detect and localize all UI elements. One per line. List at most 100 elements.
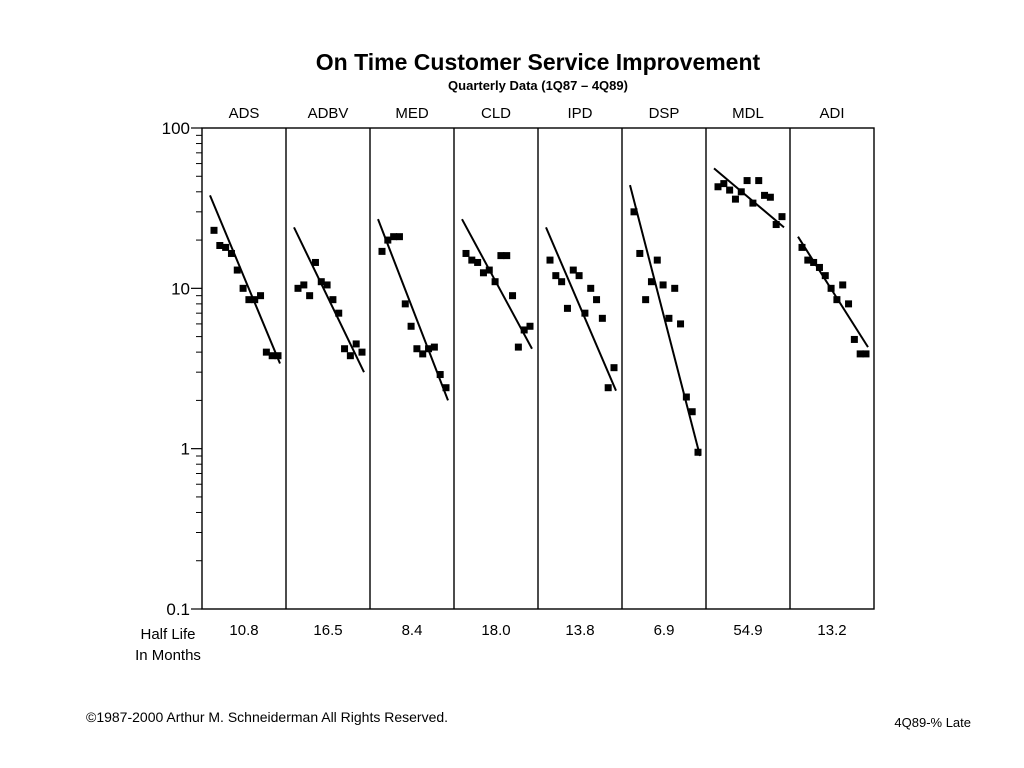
data-point [520, 326, 528, 334]
trend-line [629, 184, 701, 457]
panel-mdl: MDL 54.9 [705, 105, 786, 639]
data-point [665, 314, 673, 322]
data-point [682, 393, 690, 401]
y-tick-label: 1 [181, 440, 190, 459]
data-point [514, 343, 522, 351]
data-point [306, 292, 314, 300]
y-tick-label: 100 [162, 119, 190, 138]
data-point [720, 180, 728, 188]
data-point [491, 278, 499, 286]
data-point [743, 177, 751, 185]
copyright-footer: ©1987-2000 Arthur M. Schneiderman All Ri… [86, 709, 448, 725]
data-point [245, 296, 253, 304]
panel-label: CLD [481, 105, 511, 122]
data-point [778, 213, 786, 221]
data-point [636, 249, 644, 257]
data-point [581, 309, 589, 317]
half-life-value: 18.0 [481, 622, 510, 639]
panel-label: ADBV [308, 105, 349, 122]
half-life-value: 16.5 [313, 622, 342, 639]
data-point [335, 309, 343, 317]
data-point [653, 256, 661, 264]
data-point [462, 249, 470, 257]
data-point [642, 296, 650, 304]
data-point [509, 292, 517, 300]
data-point [407, 322, 415, 330]
data-point [569, 266, 577, 274]
data-point [688, 408, 696, 416]
data-point [395, 233, 403, 241]
data-point [694, 448, 702, 456]
data-point [563, 304, 571, 312]
panel-label: MED [395, 105, 429, 122]
data-point [659, 281, 667, 289]
data-point [833, 296, 841, 304]
data-point [311, 258, 319, 266]
data-point [815, 263, 823, 271]
data-point [390, 233, 398, 241]
data-point [346, 352, 354, 360]
data-point [526, 322, 534, 330]
data-point [323, 281, 331, 289]
data-point [210, 226, 218, 234]
data-point [587, 284, 595, 292]
data-point [737, 188, 745, 196]
data-point [352, 340, 360, 348]
data-point [239, 284, 247, 292]
data-point [274, 352, 282, 360]
trend-line [293, 226, 365, 373]
trend-line [209, 194, 281, 364]
data-point [604, 384, 612, 392]
data-point [300, 281, 308, 289]
data-point [766, 193, 774, 201]
data-point [468, 256, 476, 264]
footer-right-label: 4Q89-% Late [894, 715, 971, 730]
data-point [598, 314, 606, 322]
data-point [821, 272, 829, 280]
data-point [546, 256, 554, 264]
data-point [413, 345, 421, 353]
data-point [425, 345, 433, 353]
data-point [839, 281, 847, 289]
data-point [575, 272, 583, 280]
data-point [761, 191, 769, 199]
data-point [749, 199, 757, 207]
data-point [479, 269, 487, 277]
data-point [442, 384, 450, 392]
y-tick-label: 10 [171, 279, 190, 298]
half-life-value: 54.9 [733, 622, 762, 639]
data-point [850, 335, 858, 343]
chart-subtitle: Quarterly Data (1Q87 – 4Q89) [448, 78, 628, 93]
data-point [755, 177, 763, 185]
y-tick-label: 0.1 [166, 600, 190, 619]
half-life-label-line1: Half Life [140, 626, 195, 643]
data-point [862, 350, 870, 358]
data-point [497, 252, 505, 260]
panel-label: DSP [649, 105, 680, 122]
data-point [268, 352, 276, 360]
data-point [647, 278, 655, 286]
data-point [610, 364, 618, 372]
data-point [294, 284, 302, 292]
panel-label: ADI [819, 105, 844, 122]
data-point [671, 284, 679, 292]
half-life-label-line2: In Months [135, 647, 201, 664]
data-point [216, 241, 224, 249]
data-point [227, 249, 235, 257]
half-life-value: 10.8 [229, 622, 258, 639]
data-point [358, 348, 366, 356]
data-point [341, 345, 349, 353]
panel-adbv: ADBV 16.5 [285, 105, 366, 639]
panel-label: ADS [229, 105, 260, 122]
panel-ads: ADS 10.8 [209, 105, 282, 639]
panels: ADS 10.8 ADBV 16.5 MED 8.4 CLD 18.0 IPD 13.8 DSP 6.… [209, 105, 870, 639]
panel-ipd: IPD 13.8 [537, 105, 618, 639]
data-point [378, 247, 386, 255]
data-point [233, 266, 241, 274]
half-life-value: 8.4 [402, 622, 423, 639]
data-point [474, 258, 482, 266]
data-point [714, 183, 722, 191]
data-point [856, 350, 864, 358]
trend-line [377, 218, 449, 401]
data-point [552, 272, 560, 280]
